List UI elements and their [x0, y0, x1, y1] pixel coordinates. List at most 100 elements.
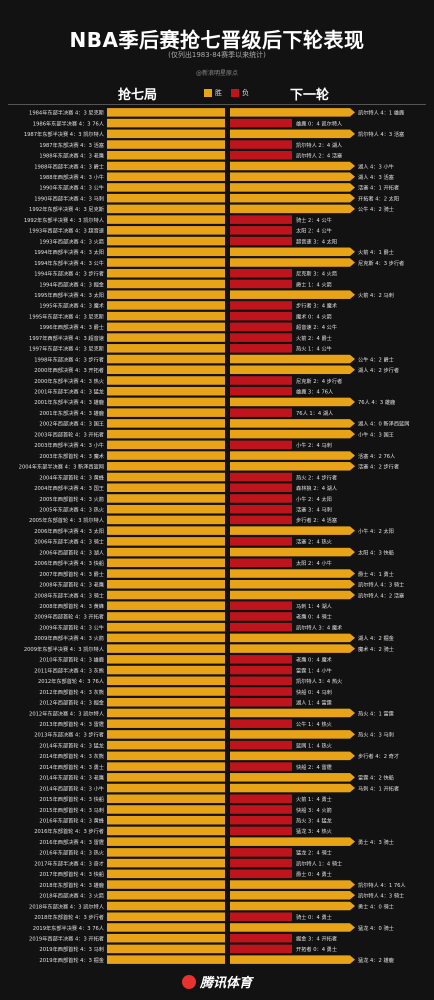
next-round-bar	[230, 193, 350, 203]
next-round-label: 太阳 2：4 公牛	[296, 227, 332, 235]
next-round-bar	[230, 569, 350, 578]
next-round-arrow	[350, 708, 355, 718]
next-round-label: 魔术 0：4 火箭	[296, 312, 332, 320]
game7-label: 2009年西部半决赛 4：3 火箭	[34, 634, 104, 642]
next-round-bar	[230, 268, 292, 278]
next-round-bar	[230, 858, 292, 868]
next-round-bar	[230, 697, 292, 707]
game7-bar	[107, 258, 225, 267]
page-subtitle: (仅列出1983-84赛季以来统计)	[168, 51, 266, 59]
next-round-bar	[230, 354, 350, 364]
game7-label: 2019年西部首轮 4：3 掘金	[39, 956, 104, 964]
tencent-sports-logo-icon	[181, 975, 196, 989]
next-round-label: 小牛 2：4 太阳	[296, 495, 332, 503]
next-round-bar	[230, 365, 350, 375]
next-round-bar	[230, 247, 350, 257]
next-round-label: 凯尔特人 4：3 骑士	[358, 581, 404, 589]
header-divider	[8, 104, 426, 105]
game7-label: 1987年东部决赛 4：3 活塞	[39, 141, 104, 149]
next-round-label: 热火 4：1 雷霆	[358, 709, 394, 717]
game7-label: 2003年西部首轮 4：3 开拓者	[34, 430, 104, 438]
next-round-bar	[230, 590, 350, 600]
footer-logo: 腾讯体育	[0, 972, 434, 991]
game7-bar	[107, 151, 225, 160]
game7-label: 1988年西部半决赛 4：3 爵士	[34, 162, 104, 170]
next-round-label: 湖人 4：0 新泽西篮网	[358, 420, 409, 428]
game7-label: 2004年西部半决赛 4：3 国王	[34, 484, 104, 492]
game7-label: 2016年东部首轮 4：3 黄蜂	[39, 817, 104, 825]
next-round-bar	[230, 655, 292, 664]
next-round-label: 凯尔特人 3：4 魔术	[296, 623, 342, 631]
next-round-label: 掘金 3：4 开拓者	[296, 934, 337, 942]
next-round-bar	[230, 751, 350, 761]
game7-bar	[107, 515, 225, 525]
game7-bar	[107, 719, 225, 728]
next-round-bar	[230, 215, 292, 224]
next-round-label: 步行者 2：4 活塞	[296, 516, 337, 524]
next-round-arrow	[350, 108, 355, 117]
next-round-arrow	[350, 590, 355, 600]
next-round-bar	[230, 151, 292, 160]
next-round-label: 雄鹿 3：4 76人	[296, 388, 333, 396]
game7-label: 2010年东部首轮 4：3 雄鹿	[39, 656, 104, 664]
game7-label: 2014年西部首轮 4：3 小牛	[39, 784, 104, 792]
next-round-label: 雷霆 4：2 快船	[358, 774, 394, 782]
game7-label: 2013年西部首轮 4：3 雷霆	[39, 720, 104, 728]
game7-label: 2016年东部首轮 4：3 热火	[39, 849, 104, 857]
game7-label: 2001年东部决赛 4：3 雄鹿	[39, 409, 104, 417]
game7-label: 1993年西部半决赛 4：3 超音速	[29, 227, 104, 235]
game7-label: 2008年东部半决赛 4：3 骑士	[34, 591, 104, 599]
next-round-label: 篮网 1：4 热火	[296, 741, 332, 749]
game7-bar	[107, 783, 225, 793]
next-round-label: 凯尔特人 4：2 活塞	[358, 591, 404, 599]
game7-bar	[107, 590, 225, 600]
next-round-label: 勇士 4：0 骑士	[358, 902, 394, 910]
next-round-arrow	[350, 193, 355, 203]
next-round-label: 太阳 2：4 小牛	[296, 559, 332, 567]
game7-bar	[107, 386, 225, 396]
next-round-label: 骑士 0：4 勇士	[296, 913, 332, 921]
next-round-bar	[230, 687, 292, 696]
next-round-label: 尼克斯 2：4 步行者	[296, 377, 342, 385]
next-round-label: 马刺 4：1 开拓者	[358, 784, 399, 792]
source-credit: @新浪明星原点	[195, 70, 238, 77]
game7-label: 2006年西部首轮 4：3 湖人	[39, 548, 104, 556]
next-round-bar	[230, 644, 350, 653]
next-round-bar	[230, 805, 292, 814]
game7-bar	[107, 408, 225, 417]
game7-label: 1984年东部半决赛 4：3 尼克斯	[29, 109, 104, 117]
column-header-next-round: 下一轮	[290, 88, 330, 103]
next-round-bar	[230, 386, 292, 396]
next-round-label: 湖人 4：2 步行者	[358, 366, 399, 374]
game7-bar	[107, 322, 225, 332]
next-round-label: 超音速 3：4 太阳	[296, 237, 337, 245]
next-round-bar	[230, 301, 292, 310]
game7-label: 2009年东部首轮 4：3 公牛	[39, 623, 104, 631]
next-round-label: 快船 0：4 马刺	[296, 688, 332, 696]
game7-bar	[107, 644, 225, 653]
game7-bar	[107, 891, 225, 900]
next-round-label: 爵士 4：1 勇士	[358, 570, 394, 578]
next-round-bar	[230, 140, 292, 149]
next-round-label: 步行者 3：4 魔术	[296, 302, 337, 310]
game7-label: 2004年东部首轮 4：3 黄蜂	[39, 473, 104, 481]
next-round-label: 小牛 2：4 马刺	[296, 441, 332, 449]
next-round-arrow	[350, 129, 355, 139]
next-round-bar	[230, 612, 292, 621]
next-round-arrow	[350, 783, 355, 793]
next-round-label: 步行者 4：2 奇才	[358, 752, 399, 760]
next-round-bar	[230, 740, 292, 750]
next-round-label: 勇士 4：3 骑士	[358, 838, 394, 846]
game7-bar	[107, 676, 225, 686]
next-round-label: 魔术 4：2 骑士	[358, 645, 394, 653]
game7-label: 1994年西部决赛 4：3 掘金	[39, 280, 104, 288]
game7-bar	[107, 440, 225, 450]
next-round-label: 火箭 2：4 爵士	[296, 334, 332, 342]
next-round-bar	[230, 472, 292, 482]
next-round-bar	[230, 558, 292, 568]
next-round-bar	[230, 783, 350, 793]
game7-bar	[107, 204, 225, 214]
next-round-label: 公牛 4：2 爵士	[358, 355, 394, 363]
game7-bar	[107, 773, 225, 782]
next-round-arrow	[350, 569, 355, 578]
